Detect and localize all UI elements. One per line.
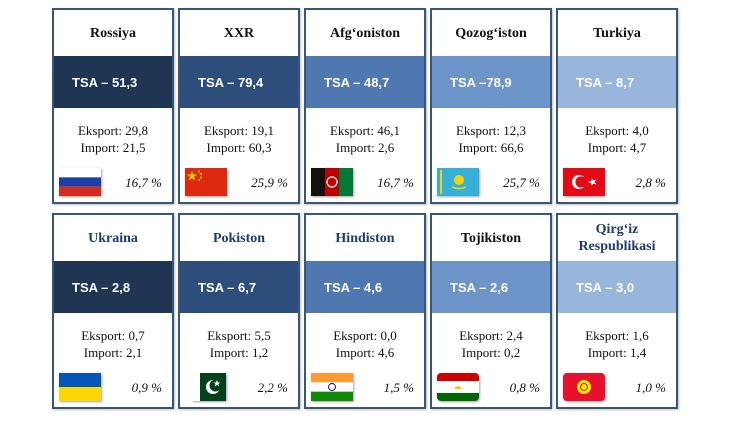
country-name: XXR [223,25,255,41]
import-value: Import: 4,6 [335,345,395,360]
export-value: Eksport: 4,0 [585,123,649,138]
share-percent: 1,0 % [635,380,666,395]
card-pokiston: Pokiston TSA – 6,7 Eksport: 5,5 Import: … [178,213,300,409]
trade-values: Eksport: 0,7 Import: 2,1 [54,327,172,361]
export-value: Eksport: 0,7 [81,328,145,343]
tsa-band: TSA – 3,0 [558,261,676,313]
share-percent: 0,9 % [131,380,162,395]
import-value: Import: 1,2 [209,345,269,360]
kazakhstan-flag-icon [437,168,479,196]
share-percent: 16,7 % [125,175,162,190]
import-value: Import: 0,2 [461,345,521,360]
trade-values: Eksport: 46,1 Import: 2,6 [306,122,424,156]
export-value: Eksport: 5,5 [207,328,271,343]
export-value: Eksport: 12,3 [455,123,527,138]
export-value: Eksport: 0,0 [333,328,397,343]
russia-flag-icon [59,168,101,196]
import-value: Import: 66,6 [458,140,524,155]
tsa-band: TSA – 51,3 [54,56,172,108]
export-value: Eksport: 29,8 [77,123,149,138]
import-value: Import: 2,1 [83,345,143,360]
country-name: Hindiston [335,230,395,246]
tsa-band: TSA – 2,8 [54,261,172,313]
tajikistan-flag-icon [437,373,479,401]
trade-values: Eksport: 1,6 Import: 1,4 [558,327,676,361]
import-value: Import: 1,4 [587,345,647,360]
country-name: Qozog‘iston [455,25,527,41]
card-hindiston: Hindiston TSA – 4,6 Eksport: 0,0 Import:… [304,213,426,409]
tsa-band: TSA –78,9 [432,56,550,108]
country-name: Afg‘oniston [329,25,400,41]
import-value: Import: 2,6 [335,140,395,155]
export-value: Eksport: 1,6 [585,328,649,343]
ukraine-flag-icon [59,373,101,401]
share-percent: 2,8 % [635,175,666,190]
china-flag-icon [185,168,227,196]
tsa-band: TSA – 2,6 [432,261,550,313]
export-value: Eksport: 19,1 [203,123,275,138]
card-ukraina: Ukraina TSA – 2,8 Eksport: 0,7 Import: 2… [52,213,174,409]
import-value: Import: 21,5 [80,140,146,155]
share-percent: 25,9 % [251,175,288,190]
trade-values: Eksport: 19,1 Import: 60,3 [180,122,298,156]
card-turkiya: Turkiya TSA – 8,7 Eksport: 4,0 Import: 4… [556,8,678,204]
trade-values: Eksport: 2,4 Import: 0,2 [432,327,550,361]
tsa-band: TSA – 79,4 [180,56,298,108]
trade-values: Eksport: 12,3 Import: 66,6 [432,122,550,156]
country-name: Ukraina [88,230,138,246]
share-percent: 2,2 % [257,380,288,395]
country-name: Qirg‘iz Respublikasi [578,222,656,254]
country-name: Rossiya [90,25,136,41]
afghanistan-flag-icon [311,168,353,196]
tsa-band: TSA – 6,7 [180,261,298,313]
card-qirgiz-respublikasi: Qirg‘iz Respublikasi TSA – 3,0 Eksport: … [556,213,678,409]
card-tojikiston: Tojikiston TSA – 2,6 Eksport: 2,4 Import… [430,213,552,409]
card-rossiya: Rossiya TSA – 51,3 Eksport: 29,8 Import:… [52,8,174,204]
share-percent: 16,7 % [377,175,414,190]
country-name: Turkiya [593,25,641,41]
export-value: Eksport: 2,4 [459,328,523,343]
card-qozogiston: Qozog‘iston TSA –78,9 Eksport: 12,3 Impo… [430,8,552,204]
import-value: Import: 60,3 [206,140,272,155]
turkey-flag-icon [563,168,605,196]
share-percent: 1,5 % [383,380,414,395]
trade-values: Eksport: 0,0 Import: 4,6 [306,327,424,361]
country-name: Tojikiston [460,230,522,246]
india-flag-icon [311,373,353,401]
import-value: Import: 4,7 [587,140,647,155]
country-name: Pokiston [212,230,266,246]
card-xxr: XXR TSA – 79,4 Eksport: 19,1 Import: 60,… [178,8,300,204]
tsa-band: TSA – 8,7 [558,56,676,108]
export-value: Eksport: 46,1 [329,123,401,138]
tsa-band: TSA – 4,6 [306,261,424,313]
tsa-band: TSA – 48,7 [306,56,424,108]
trade-values: Eksport: 5,5 Import: 1,2 [180,327,298,361]
trade-values: Eksport: 29,8 Import: 21,5 [54,122,172,156]
trade-values: Eksport: 4,0 Import: 4,7 [558,122,676,156]
pakistan-flag-icon [192,373,226,401]
kyrgyzstan-flag-icon [563,373,605,401]
share-percent: 25,7 % [503,175,540,190]
card-afgoniston: Afg‘oniston TSA – 48,7 Eksport: 46,1 Imp… [304,8,426,204]
share-percent: 0,8 % [509,380,540,395]
